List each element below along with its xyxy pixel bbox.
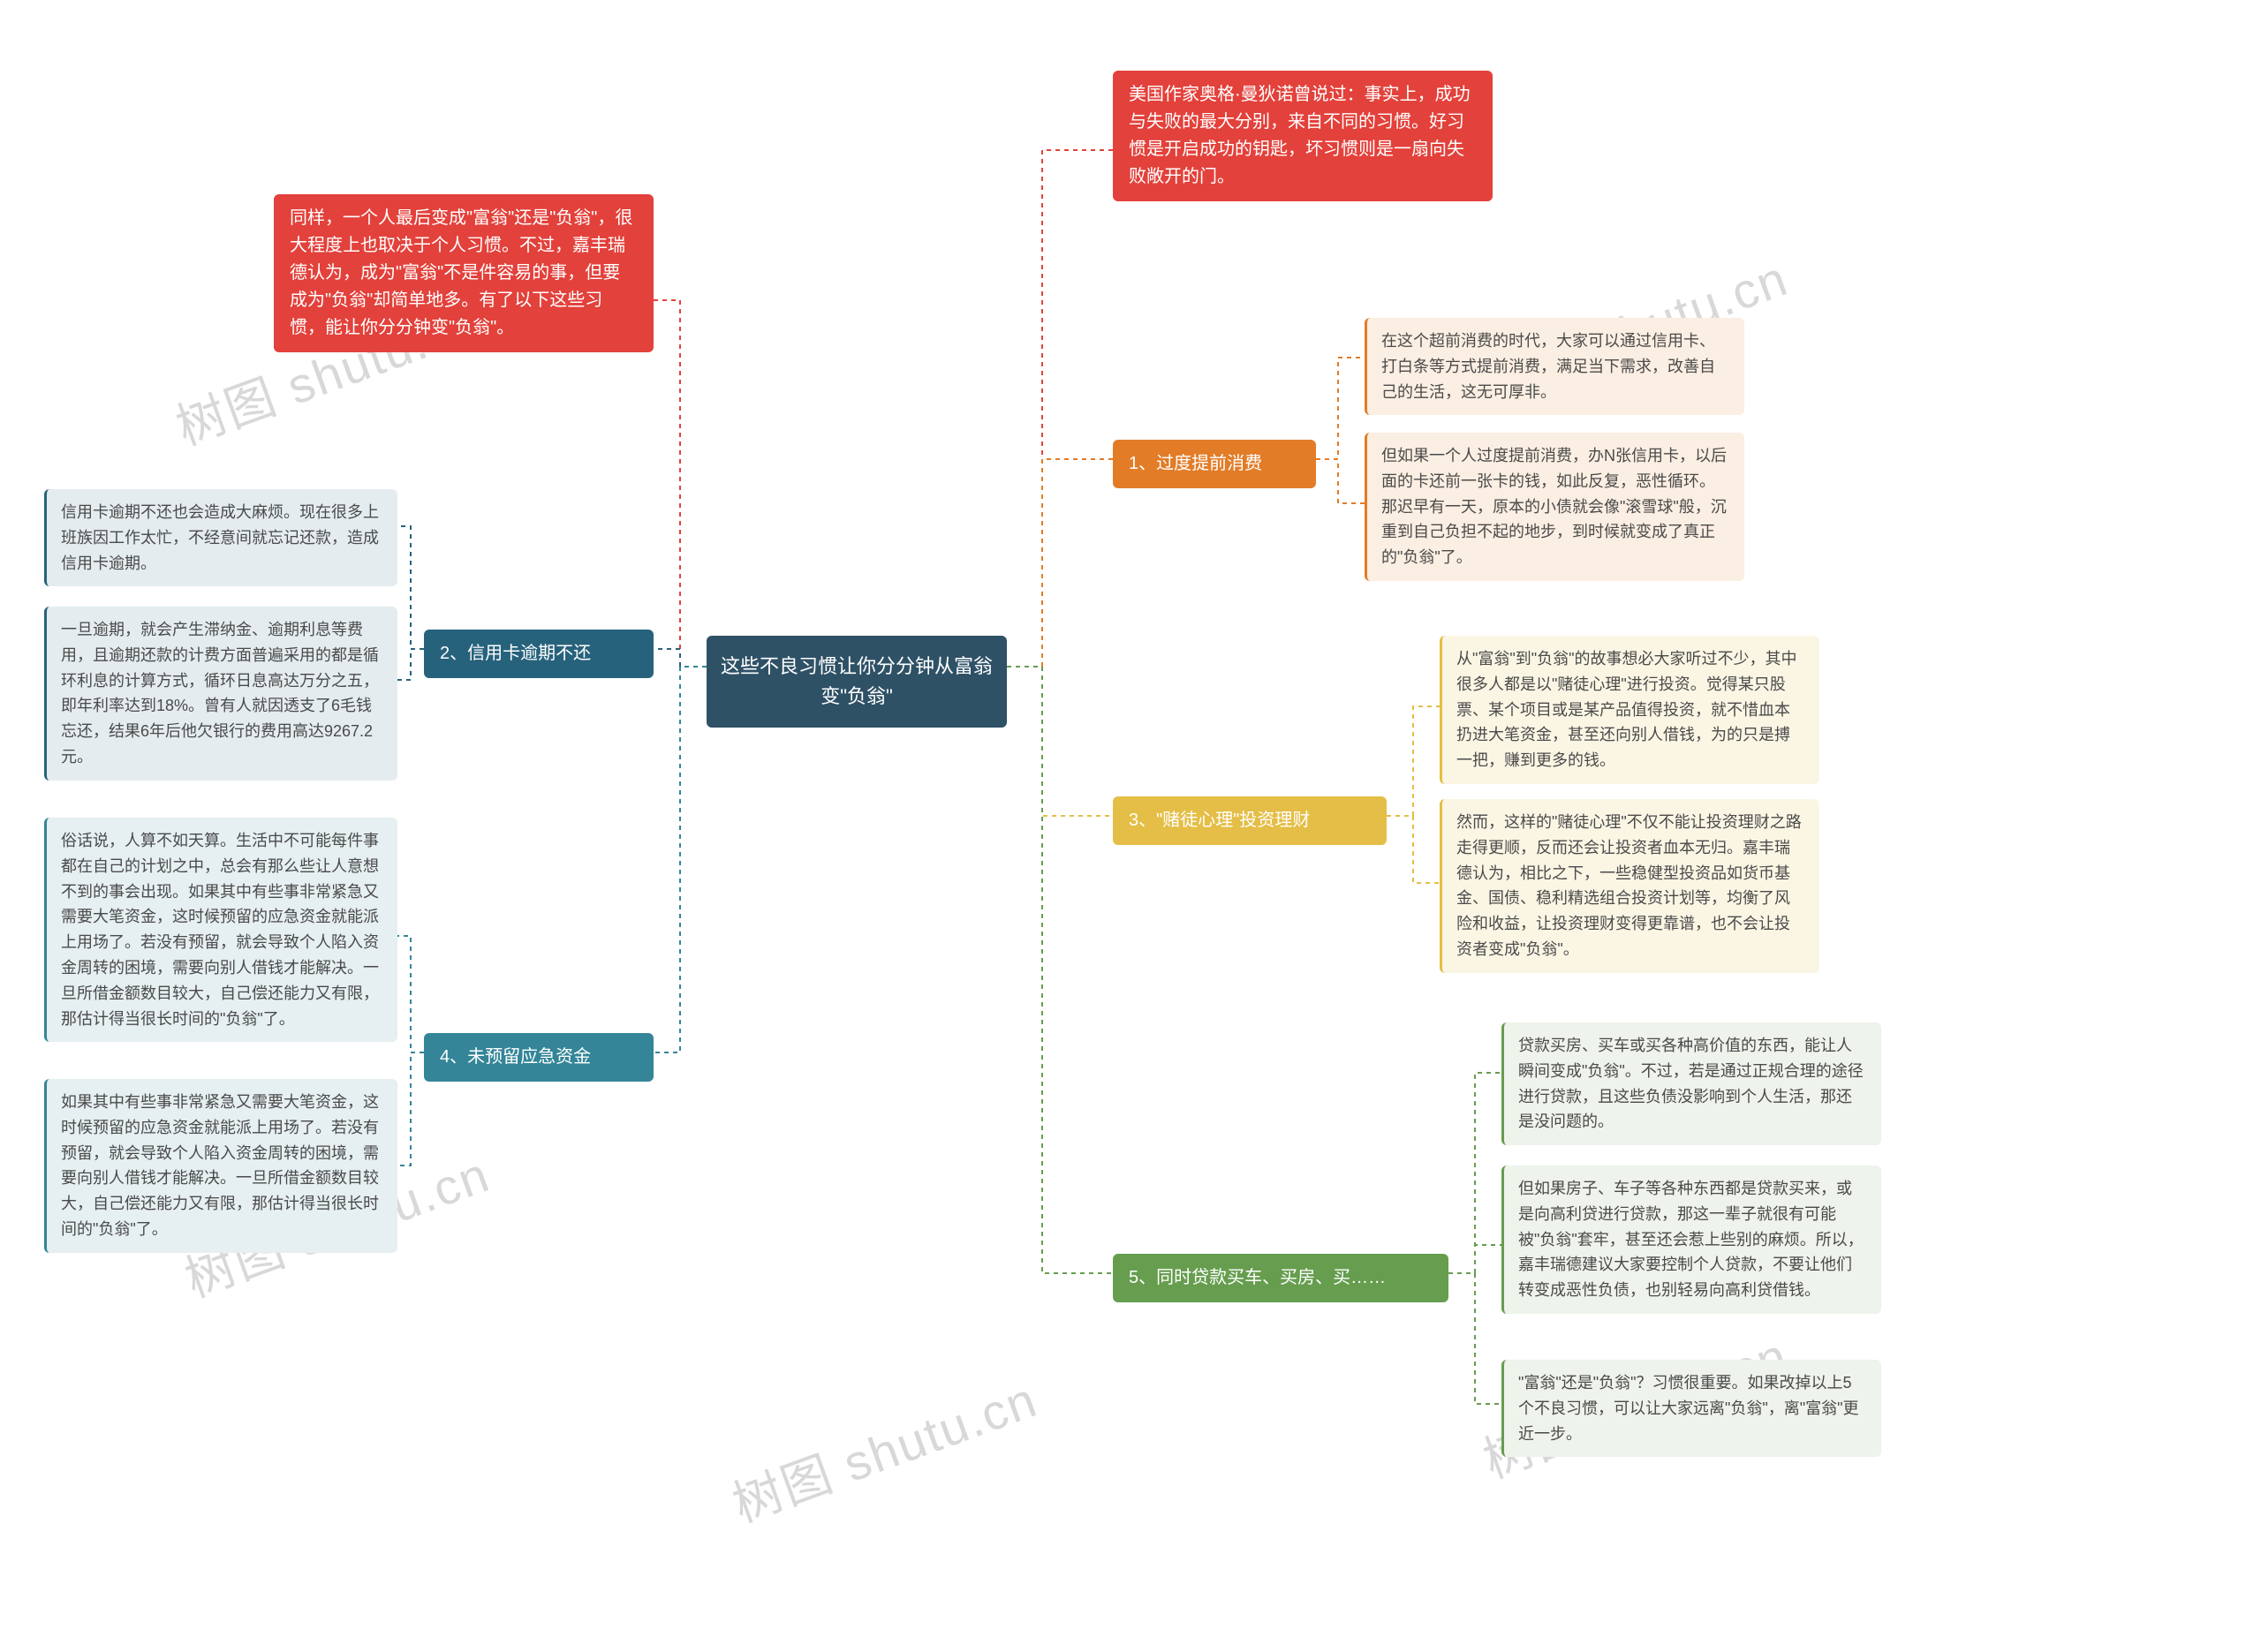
branch-intro_l[interactable]: 同样，一个人最后变成"富翁"还是"负翁"，很大程度上也取决于个人习惯。不过，嘉丰… bbox=[274, 194, 654, 352]
branch-b2[interactable]: 2、信用卡逾期不还 bbox=[424, 630, 654, 678]
branch-b4[interactable]: 4、未预留应急资金 bbox=[424, 1033, 654, 1082]
leaf-b1[interactable]: 在这个超前消费的时代，大家可以通过信用卡、打白条等方式提前消费，满足当下需求，改… bbox=[1365, 318, 1744, 415]
branch-intro_r[interactable]: 美国作家奥格·曼狄诺曾说过：事实上，成功与失败的最大分别，来自不同的习惯。好习惯… bbox=[1113, 71, 1493, 201]
branch-b5[interactable]: 5、同时贷款买车、买房、买…… bbox=[1113, 1254, 1448, 1302]
leaf-b5[interactable]: "富翁"还是"负翁"？习惯很重要。如果改掉以上5个不良习惯，可以让大家远离"负翁… bbox=[1501, 1360, 1881, 1457]
branch-b1[interactable]: 1、过度提前消费 bbox=[1113, 440, 1316, 488]
leaf-b5[interactable]: 贷款买房、买车或买各种高价值的东西，能让人瞬间变成"负翁"。不过，若是通过正规合… bbox=[1501, 1022, 1881, 1145]
leaf-b4[interactable]: 如果其中有些事非常紧急又需要大笔资金，这时候预留的应急资金就能派上用场了。若没有… bbox=[44, 1079, 397, 1253]
leaf-b1[interactable]: 但如果一个人过度提前消费，办N张信用卡，以后面的卡还前一张卡的钱，如此反复，恶性… bbox=[1365, 433, 1744, 581]
leaf-b3[interactable]: 从"富翁"到"负翁"的故事想必大家听过不少，其中很多人都是以"赌徒心理"进行投资… bbox=[1440, 636, 1819, 784]
root-node[interactable]: 这些不良习惯让你分分钟从富翁变"负翁" bbox=[707, 636, 1007, 728]
watermark: 树图 shutu.cn bbox=[722, 1361, 1046, 1537]
leaf-b5[interactable]: 但如果房子、车子等各种东西都是贷款买来，或是向高利贷进行贷款，那这一辈子就很有可… bbox=[1501, 1165, 1881, 1314]
leaf-b2[interactable]: 信用卡逾期不还也会造成大麻烦。现在很多上班族因工作太忙，不经意间就忘记还款，造成… bbox=[44, 489, 397, 586]
branch-b3[interactable]: 3、"赌徒心理"投资理财 bbox=[1113, 796, 1387, 845]
leaf-b2[interactable]: 一旦逾期，就会产生滞纳金、逾期利息等费用，且逾期还款的计费方面普遍采用的都是循环… bbox=[44, 607, 397, 781]
leaf-b4[interactable]: 俗话说，人算不如天算。生活中不可能每件事都在自己的计划之中，总会有那么些让人意想… bbox=[44, 818, 397, 1042]
leaf-b3[interactable]: 然而，这样的"赌徒心理"不仅不能让投资理财之路走得更顺，反而还会让投资者血本无归… bbox=[1440, 799, 1819, 973]
